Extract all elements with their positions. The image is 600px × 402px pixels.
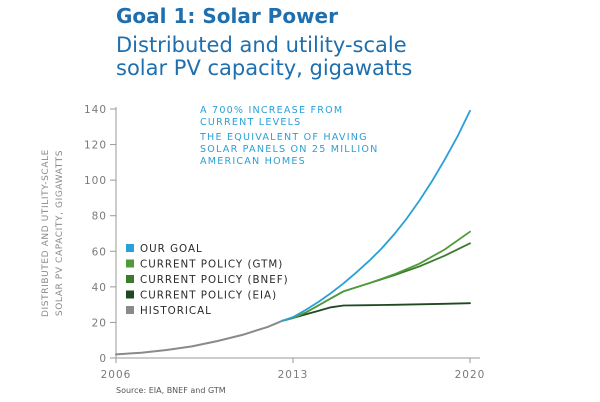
series-lines [115, 109, 471, 356]
annotation-line: CURRENT LEVELS [200, 117, 301, 128]
y-axis-label: DISTRIBUTED AND UTILITY-SCALE SOLAR PV C… [41, 149, 65, 317]
annotation-line: SOLAR PANELS ON 25 MILLION [200, 144, 379, 155]
chart-subtitle: Distributed and utility-scale solar PV c… [116, 34, 412, 80]
series-line-our-goal [281, 109, 471, 322]
annotation-line: A 700% INCREASE FROM [200, 105, 343, 116]
legend-label: CURRENT POLICY (EIA) [140, 290, 277, 302]
series-line-historical [115, 319, 284, 356]
x-tick-label: 2006 [101, 369, 132, 381]
x-tick-label: 2020 [455, 369, 486, 381]
subtitle-line-1: Distributed and utility-scale [116, 33, 407, 57]
legend-swatch [126, 259, 134, 268]
y-tick-label: 40 [92, 282, 107, 294]
y-tick-label: 120 [84, 140, 107, 152]
y-axis-label-line-2: SOLAR PV CAPACITY, GIGAWATTS [55, 150, 65, 316]
annotation-line: AMERICAN HOMES [200, 156, 306, 167]
y-tick-label: 20 [92, 317, 107, 329]
series-line-current-policy-eia [281, 302, 471, 322]
annotation-line: THE EQUIVALENT OF HAVING [199, 132, 368, 143]
legend-label: CURRENT POLICY (GTM) [140, 259, 283, 271]
legend-swatch [126, 244, 134, 252]
goal-title: Goal 1: Solar Power [116, 4, 338, 28]
legend-label: OUR GOAL [140, 243, 203, 255]
legend-label: HISTORICAL [140, 305, 212, 317]
axes [115, 107, 480, 359]
series-line-current-policy-gtm [281, 230, 471, 322]
legend: OUR GOAL CURRENT POLICY (GTM) CURRENT POLI… [126, 243, 289, 317]
y-tick-label: 140 [84, 104, 107, 116]
legend-swatch [126, 306, 134, 314]
x-tick-label: 2013 [278, 369, 309, 381]
y-axis-ticks: 0 20 40 60 80 100 120 140 [84, 104, 116, 365]
legend-swatch [126, 290, 134, 299]
y-axis-label-line-1: DISTRIBUTED AND UTILITY-SCALE [41, 149, 51, 317]
legend-label: CURRENT POLICY (BNEF) [140, 274, 289, 286]
x-axis-ticks: 2006 2013 2020 [101, 358, 486, 381]
y-tick-label: 100 [84, 175, 107, 187]
y-tick-label: 80 [92, 211, 107, 223]
source-note: Source: EIA, BNEF and GTM [116, 386, 226, 395]
legend-swatch [126, 275, 134, 283]
y-tick-label: 60 [92, 246, 107, 258]
y-tick-label: 0 [99, 353, 107, 365]
subtitle-line-2: solar PV capacity, gigawatts [116, 56, 413, 80]
